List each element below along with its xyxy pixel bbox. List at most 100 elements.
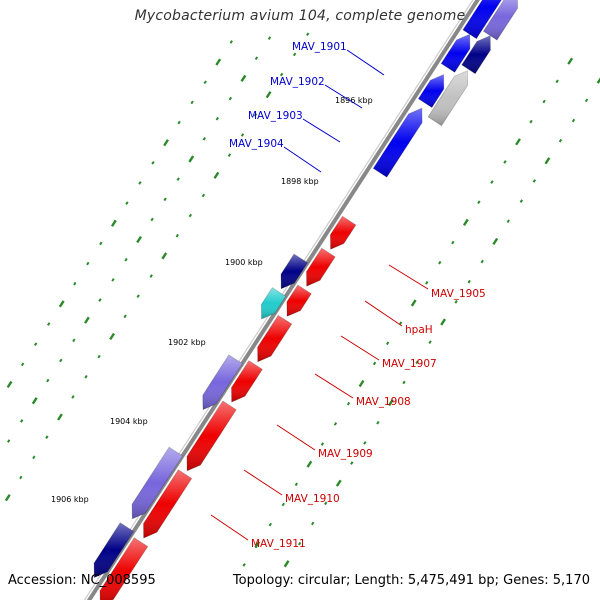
gene-label-mav-1907[interactable]: MAV_1907 xyxy=(382,358,437,370)
gene-arrow-rev-b-shading xyxy=(441,34,470,73)
gene-arrow-fwd-m[interactable] xyxy=(93,522,135,579)
tick-mark xyxy=(335,479,342,487)
tick-mark xyxy=(201,193,206,198)
gene-arrow-rev-c[interactable] xyxy=(417,73,445,109)
gene-arrow-fwd-i[interactable] xyxy=(280,253,309,290)
gene-arrow-rev-a[interactable] xyxy=(462,0,508,40)
tick-mark xyxy=(294,482,298,487)
topology-summary: Topology: circular; Length: 5,475,491 bp… xyxy=(232,573,590,588)
tick-mark xyxy=(124,257,128,262)
gene-arrow-fwd-f-shading xyxy=(187,401,237,471)
tick-mark xyxy=(227,153,232,157)
tick-mark xyxy=(4,494,11,502)
gene-label-mav-1903[interactable]: MAV_1903 xyxy=(248,110,303,122)
gene-label-mav-1905[interactable]: MAV_1905 xyxy=(431,288,486,300)
gene-arrow-fwd-c[interactable] xyxy=(286,284,312,317)
tick-mark xyxy=(544,157,551,165)
tick-mark xyxy=(97,354,101,359)
gene-arrow-fwd-l[interactable] xyxy=(131,446,184,520)
tick-mark xyxy=(567,57,574,65)
tick-mark xyxy=(415,360,419,365)
gene-label-mav-1911[interactable]: MAV_1911 xyxy=(251,538,306,550)
tick-mark xyxy=(149,274,153,278)
tick-mark xyxy=(99,241,103,246)
tick-dots-layer xyxy=(4,32,600,568)
tick-mark xyxy=(283,560,290,568)
tick-mark xyxy=(150,217,154,222)
gene-arrow-rev-e[interactable] xyxy=(461,35,491,75)
tick-mark xyxy=(320,442,325,446)
gene-arrow-rev-b[interactable] xyxy=(440,33,471,73)
tick-mark xyxy=(358,379,365,388)
gene-arrow-fwd-k-shading xyxy=(202,354,243,410)
gene-arrow-fwd-j[interactable] xyxy=(260,287,287,320)
gene-arrow-fwd-b[interactable] xyxy=(306,247,336,287)
gene-label-mav-1908[interactable]: MAV_1908 xyxy=(356,396,411,408)
tick-mark xyxy=(73,281,77,286)
tick-mark xyxy=(306,32,310,37)
tick-mark xyxy=(311,521,315,526)
gene-arrow-fwd-h[interactable] xyxy=(99,537,149,600)
gene-label-mav-1901[interactable]: MAV_1901 xyxy=(292,41,347,53)
tick-mark xyxy=(163,197,167,202)
label-layer: 1896 kbp 1898 kbp 1900 kbp 1902 kbp 1904 kbp… xyxy=(51,41,486,550)
gene-arrow-rev-g[interactable] xyxy=(482,0,519,41)
tick-mark xyxy=(333,422,338,426)
gene-arrow-rev-d[interactable] xyxy=(372,107,423,178)
tick-mark xyxy=(385,341,390,346)
tick-mark xyxy=(399,321,403,325)
tick-mark xyxy=(240,74,247,82)
genome-title: Mycobacterium avium 104, complete genome xyxy=(134,8,466,24)
tick-mark xyxy=(279,72,284,77)
gene-label-hpah[interactable]: hpaH xyxy=(405,324,433,336)
gene-label-mav-1902[interactable]: MAV_1902 xyxy=(270,76,325,88)
tick-mark xyxy=(151,161,155,165)
tick-mark xyxy=(268,522,272,527)
tick-mark xyxy=(229,40,233,44)
gene-arrow-fwd-g[interactable] xyxy=(143,469,193,539)
gene-arrow-fwd-b-shading xyxy=(306,248,336,287)
gene-label-mav-1910[interactable]: MAV_1910 xyxy=(285,493,340,505)
tick-label: 1906 kbp xyxy=(51,495,89,504)
tick-mark xyxy=(136,294,140,298)
gene-arrow-fwd-k[interactable] xyxy=(202,354,243,411)
gene-arrow-fwd-m-shading xyxy=(94,522,134,578)
tick-mark xyxy=(402,380,406,385)
tick-mark xyxy=(438,260,442,265)
tick-mark xyxy=(71,395,75,399)
tick-mark xyxy=(215,58,222,66)
tick-mark xyxy=(480,259,484,264)
tick-mark xyxy=(254,541,261,549)
tick-mark xyxy=(503,160,507,164)
tick-mark xyxy=(110,219,117,227)
tick-mark xyxy=(410,299,417,307)
gene-arrow-fwd-e[interactable] xyxy=(231,360,263,403)
gene-arrow-fwd-d[interactable] xyxy=(257,314,293,363)
tick-mark xyxy=(125,201,129,205)
tick-mark xyxy=(462,218,469,226)
accession-text: Accession: NC_008595 xyxy=(8,573,156,588)
gene-label-mav-1909[interactable]: MAV_1909 xyxy=(318,448,373,460)
gene-arrow-fwd-f[interactable] xyxy=(186,400,237,472)
tick-mark xyxy=(281,502,285,507)
tick-mark xyxy=(86,261,90,266)
tick-mark xyxy=(202,137,206,141)
gene-arrow-fwd-a[interactable] xyxy=(329,215,357,250)
gene-arrow-fwd-l-shading xyxy=(132,447,183,519)
tick-mark xyxy=(163,139,169,147)
tick-mark xyxy=(571,118,576,123)
gene-label-mav-1908-leader xyxy=(314,373,354,399)
tick-mark xyxy=(242,563,246,567)
tick-mark xyxy=(136,235,142,244)
tick-mark xyxy=(57,413,63,421)
tick-mark xyxy=(451,240,455,245)
tick-label: 1900 kbp xyxy=(225,258,263,267)
gene-label-mav-1903-leader xyxy=(302,118,341,143)
tick-mark xyxy=(190,100,194,105)
tick-mark xyxy=(31,397,38,405)
tick-mark xyxy=(228,96,233,101)
gene-arrow-rev-f[interactable] xyxy=(427,70,469,127)
tick-mark xyxy=(32,455,36,460)
gene-label-mav-1904[interactable]: MAV_1904 xyxy=(229,138,284,150)
